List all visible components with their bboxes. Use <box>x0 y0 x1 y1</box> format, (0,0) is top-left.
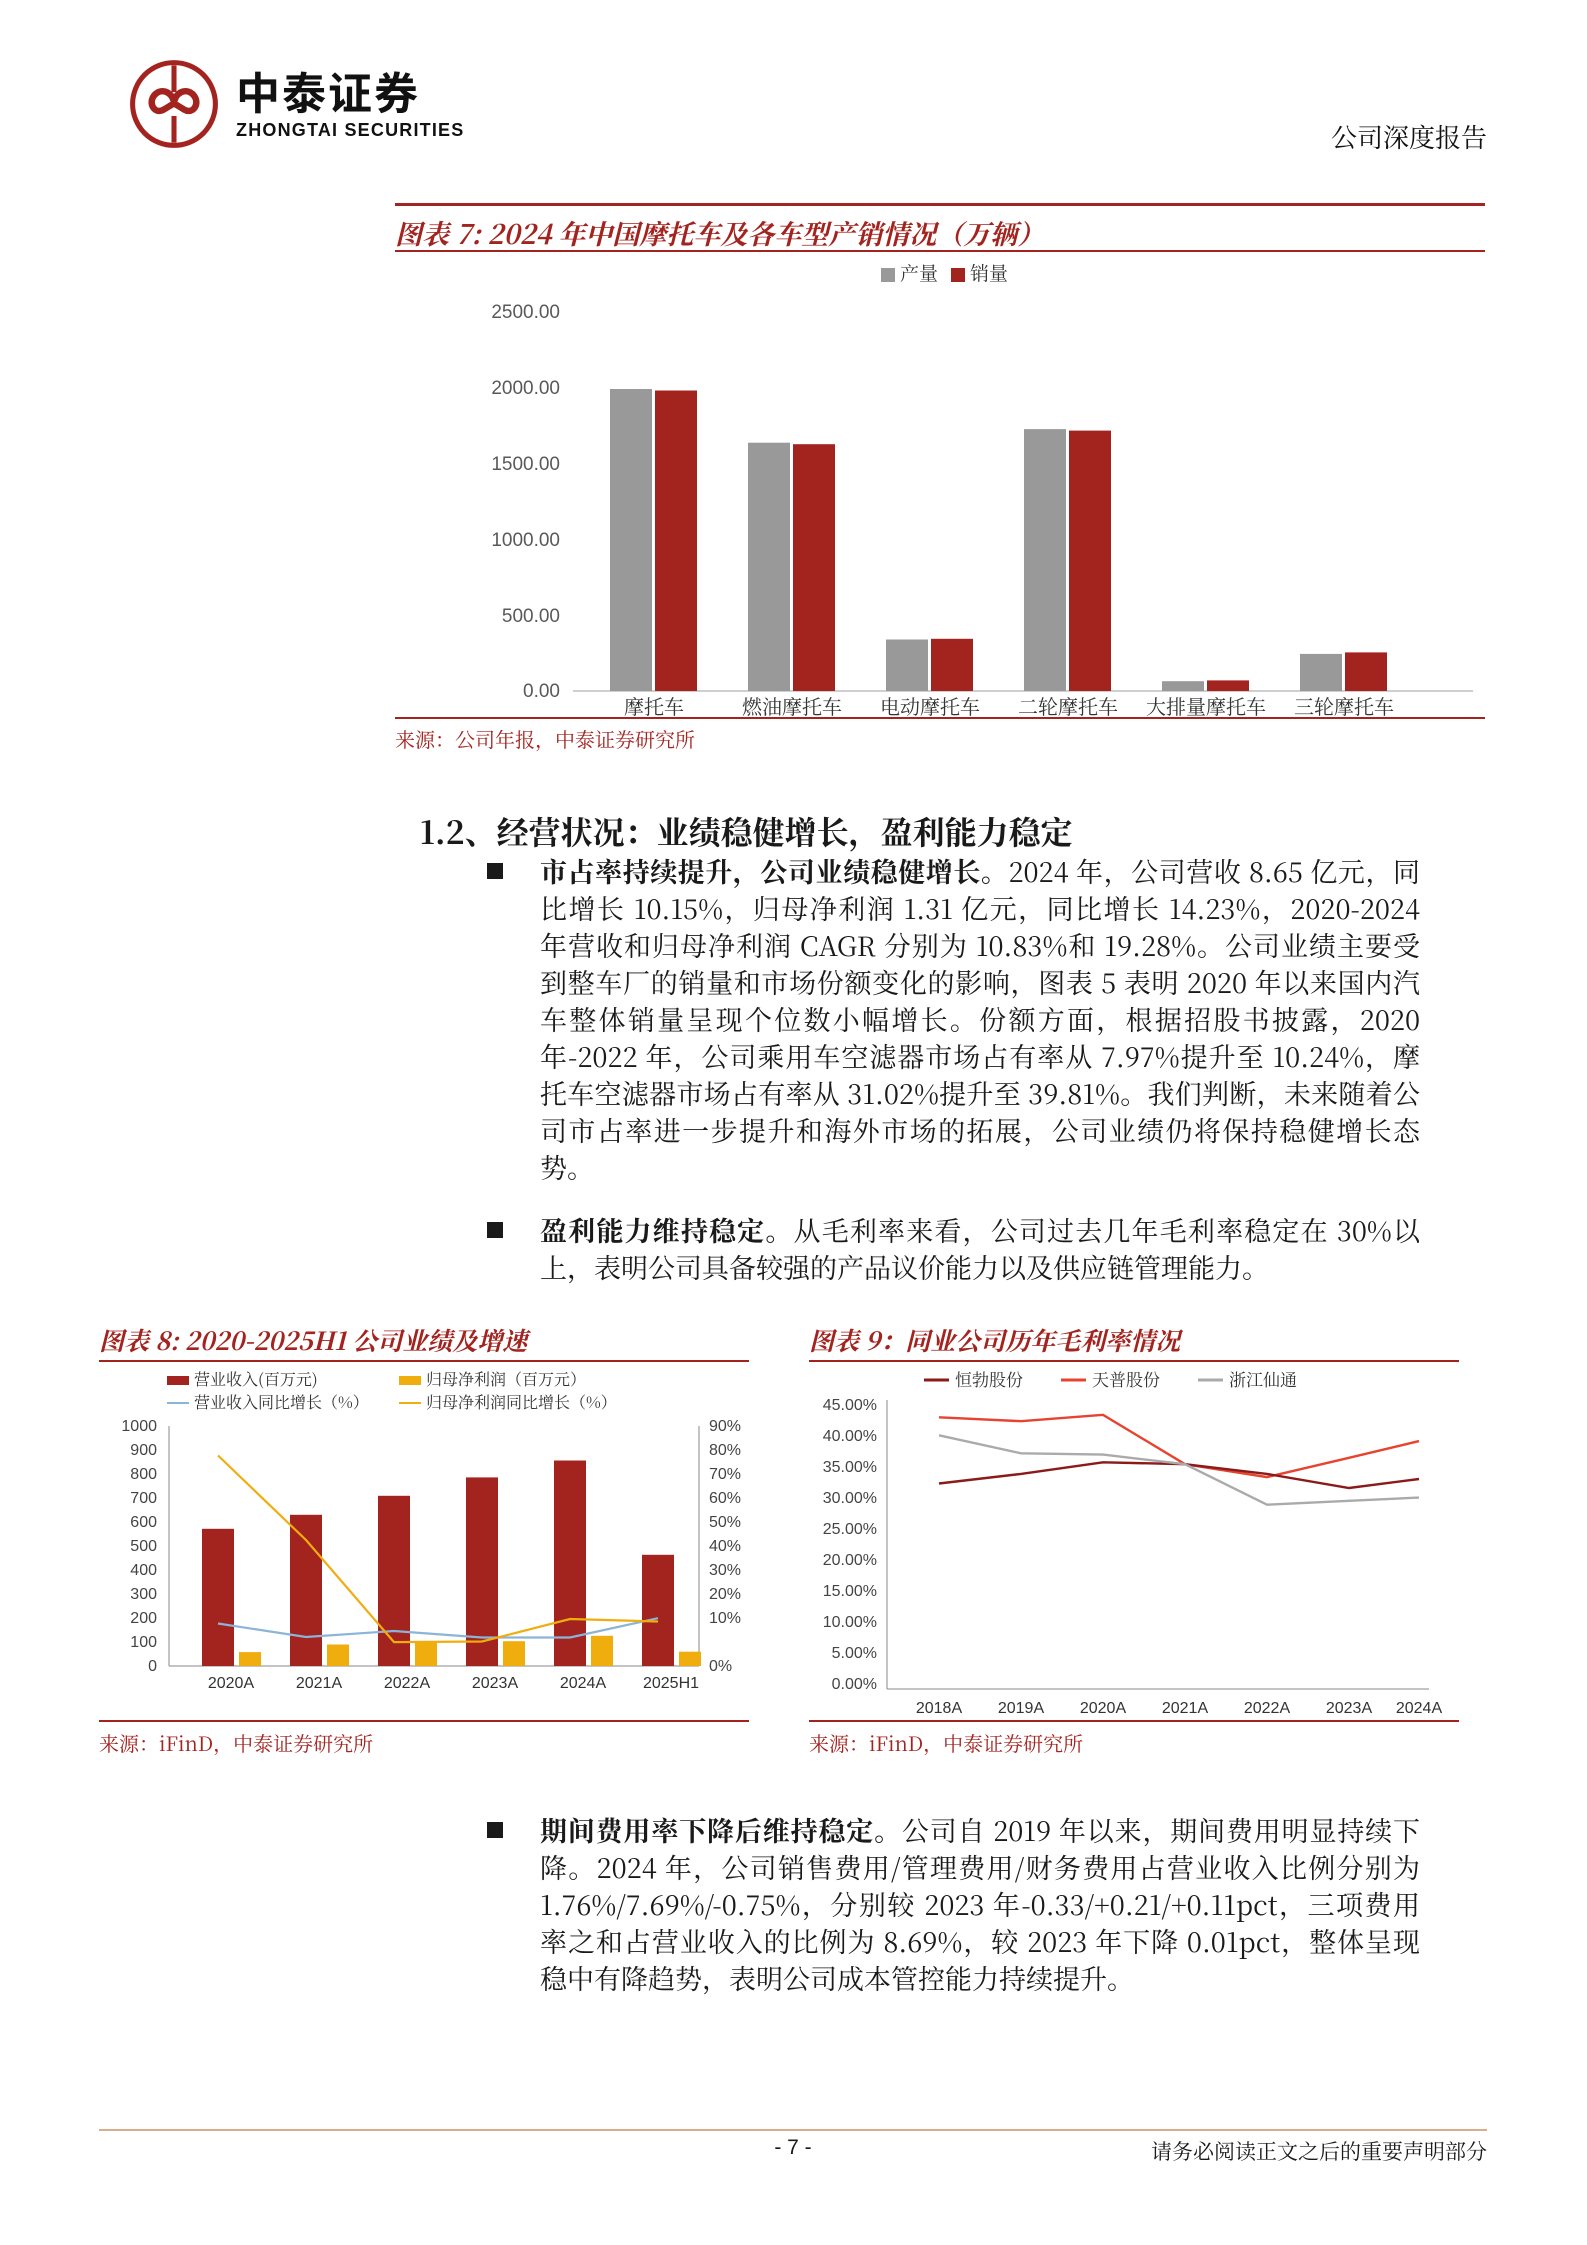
svg-text:600: 600 <box>130 1514 157 1531</box>
svg-text:归母净利润（百万元）: 归母净利润（百万元） <box>426 1368 586 1390</box>
svg-text:二轮摩托车: 二轮摩托车 <box>1018 691 1118 718</box>
svg-text:2024A: 2024A <box>560 1675 607 1692</box>
svg-text:10%: 10% <box>709 1610 741 1627</box>
svg-text:2023A: 2023A <box>1326 1700 1373 1713</box>
svg-text:0.00: 0.00 <box>523 681 560 702</box>
svg-text:0%: 0% <box>709 1658 732 1675</box>
svg-text:20.00%: 20.00% <box>823 1552 877 1569</box>
svg-text:15.00%: 15.00% <box>823 1583 877 1600</box>
svg-text:浙江仙通: 浙江仙通 <box>1229 1368 1297 1391</box>
svg-text:40.00%: 40.00% <box>823 1428 877 1445</box>
svg-text:2025H1: 2025H1 <box>643 1675 699 1692</box>
svg-text:2022A: 2022A <box>1244 1700 1291 1713</box>
svg-text:营业收入同比增长（%）: 营业收入同比增长（%） <box>194 1390 369 1413</box>
svg-text:1000.00: 1000.00 <box>491 530 560 551</box>
svg-text:500.00: 500.00 <box>502 606 560 627</box>
svg-text:2020A: 2020A <box>1080 1700 1127 1713</box>
svg-text:10.00%: 10.00% <box>823 1614 877 1631</box>
svg-text:2018A: 2018A <box>916 1700 963 1713</box>
svg-text:2023A: 2023A <box>472 1675 519 1692</box>
svg-text:700: 700 <box>130 1490 157 1507</box>
svg-text:1500.00: 1500.00 <box>491 454 560 475</box>
svg-text:恒勃股份: 恒勃股份 <box>955 1368 1023 1391</box>
svg-text:900: 900 <box>130 1442 157 1459</box>
svg-text:25.00%: 25.00% <box>823 1521 877 1538</box>
svg-text:400: 400 <box>130 1562 157 1579</box>
svg-text:35.00%: 35.00% <box>823 1459 877 1476</box>
svg-text:摩托车: 摩托车 <box>624 691 684 718</box>
svg-text:5.00%: 5.00% <box>832 1645 877 1662</box>
svg-text:2021A: 2021A <box>1162 1700 1209 1713</box>
svg-text:销量: 销量 <box>970 259 1008 286</box>
svg-text:300: 300 <box>130 1586 157 1603</box>
svg-text:产量: 产量 <box>900 259 938 286</box>
svg-text:大排量摩托车: 大排量摩托车 <box>1146 691 1266 718</box>
svg-text:2020A: 2020A <box>208 1675 255 1692</box>
svg-text:0: 0 <box>148 1658 157 1675</box>
svg-text:45.00%: 45.00% <box>823 1397 877 1414</box>
svg-text:燃油摩托车: 燃油摩托车 <box>742 691 842 718</box>
svg-text:800: 800 <box>130 1466 157 1483</box>
svg-text:2000.00: 2000.00 <box>491 378 560 399</box>
svg-text:40%: 40% <box>709 1538 741 1555</box>
svg-text:0.00%: 0.00% <box>832 1676 877 1693</box>
svg-text:100: 100 <box>130 1634 157 1651</box>
svg-text:30.00%: 30.00% <box>823 1490 877 1507</box>
svg-text:60%: 60% <box>709 1490 741 1507</box>
svg-text:2021A: 2021A <box>296 1675 343 1692</box>
svg-text:2019A: 2019A <box>998 1700 1045 1713</box>
svg-text:50%: 50% <box>709 1514 741 1531</box>
svg-text:2500.00: 2500.00 <box>491 302 560 323</box>
svg-text:1000: 1000 <box>121 1418 157 1435</box>
svg-text:80%: 80% <box>709 1442 741 1459</box>
svg-text:电动摩托车: 电动摩托车 <box>880 691 980 718</box>
svg-text:90%: 90% <box>709 1418 741 1435</box>
svg-text:天普股份: 天普股份 <box>1092 1368 1160 1391</box>
svg-text:2024A: 2024A <box>1396 1700 1443 1713</box>
svg-text:200: 200 <box>130 1610 157 1627</box>
svg-text:三轮摩托车: 三轮摩托车 <box>1294 691 1394 718</box>
svg-text:20%: 20% <box>709 1586 741 1603</box>
svg-text:营业收入(百万元): 营业收入(百万元) <box>194 1368 318 1390</box>
svg-text:30%: 30% <box>709 1562 741 1579</box>
svg-text:70%: 70% <box>709 1466 741 1483</box>
svg-text:500: 500 <box>130 1538 157 1555</box>
svg-text:归母净利润同比增长（%）: 归母净利润同比增长（%） <box>426 1390 617 1413</box>
svg-text:2022A: 2022A <box>384 1675 431 1692</box>
